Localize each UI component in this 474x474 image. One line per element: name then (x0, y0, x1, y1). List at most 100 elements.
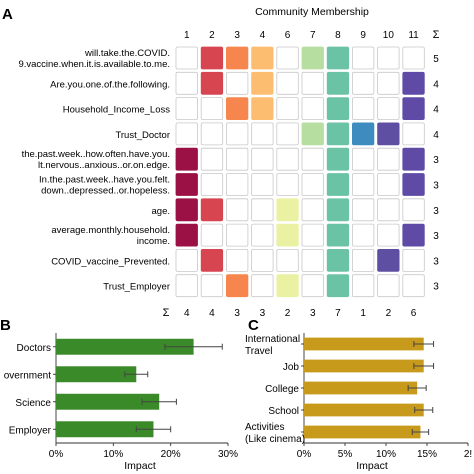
heatmap-cell (351, 122, 375, 146)
row-label: will.take.the.COVID. (84, 48, 170, 59)
heatmap-cell (301, 198, 324, 222)
heatmap-cell (377, 147, 400, 171)
row-label: the.past.week..how.often.have.you. (22, 149, 170, 160)
heatmap-cell (276, 274, 299, 298)
heatmap-panel: A Community Membership 1 2 3 4 6 7 8 9 10 11 will… (2, 6, 440, 319)
heatmap-cell (377, 223, 400, 247)
heatmap-cell (402, 198, 425, 222)
heatmap-cell (301, 97, 324, 120)
heatmap-cell (326, 248, 350, 272)
heatmap-cell (276, 46, 299, 70)
bar (56, 338, 194, 355)
column-sum: 3 (310, 308, 316, 319)
category-label: (Like cinema) (245, 434, 305, 445)
heatmap-cell (225, 71, 249, 95)
heatmap-cell (402, 97, 425, 120)
heatmap-cell (200, 248, 224, 272)
heatmap-cell (200, 274, 224, 298)
heatmap-cell (175, 248, 198, 272)
row-label: In.the.past.week..have.you.felt. (39, 175, 170, 186)
heatmap-cell (301, 223, 324, 247)
heatmap-cell (200, 198, 224, 222)
heatmap-cell (301, 248, 324, 272)
heatmap-cell (301, 147, 324, 171)
heatmap-cell (326, 223, 350, 247)
heatmap-cell (251, 147, 274, 171)
category-label: Travel (245, 346, 272, 357)
column-sum-symbol: Σ (163, 307, 170, 319)
column-sum: 3 (234, 308, 240, 319)
row-label: Trust_Doctor (115, 130, 170, 141)
heatmap-cell (276, 147, 299, 171)
panel-b-letter: B (0, 317, 11, 334)
row-sum: 5 (433, 54, 439, 65)
x-tick-label: 20% (161, 449, 181, 460)
column-sum: 1 (360, 308, 366, 319)
column-label: 10 (383, 30, 395, 41)
row-label: Trust_Employer (103, 282, 170, 293)
row-label: 9.vaccine.when.it.is.available.to.me. (18, 59, 170, 70)
heatmap-cell (402, 274, 425, 298)
heatmap-cell (276, 198, 299, 222)
heatmap-cell (276, 97, 299, 120)
row-sum-symbol: Σ (433, 29, 440, 41)
column-label: 3 (234, 30, 240, 41)
heatmap-cell (351, 198, 375, 222)
x-tick-label: 5% (338, 449, 353, 460)
bar (304, 425, 421, 439)
column-sum: 2 (285, 308, 291, 319)
heatmap-cell (225, 173, 249, 196)
row-sum: 3 (433, 206, 439, 217)
heatmap-cell (351, 173, 375, 196)
bar (304, 381, 418, 395)
heatmap-cell (301, 46, 324, 70)
heatmap-cell (225, 122, 249, 146)
heatmap-cell (301, 122, 324, 146)
heatmap-cell (326, 198, 350, 222)
heatmap-cell (251, 274, 274, 298)
heatmap-cell (276, 122, 299, 146)
column-label: 6 (285, 30, 291, 41)
heatmap-cell (175, 46, 198, 70)
heatmap-cell (402, 46, 425, 70)
heatmap-cell (351, 223, 375, 247)
heatmap-cell (200, 97, 224, 120)
heatmap-cell (402, 71, 425, 95)
heatmap-cell (301, 274, 324, 298)
column-label: 2 (209, 30, 215, 41)
heatmap-cell (251, 173, 274, 196)
heatmap-cell (402, 223, 425, 247)
heatmap-cell (351, 46, 375, 70)
heatmap-cell (351, 147, 375, 171)
heatmap-cell (200, 223, 224, 247)
heatmap-cell (200, 71, 224, 95)
heatmap-cell (377, 274, 400, 298)
heatmap-cell (402, 147, 425, 171)
heatmap-cell (175, 223, 198, 247)
row-label: down..depressed..or.hopeless. (41, 186, 170, 197)
column-sum: 3 (260, 308, 266, 319)
heatmap-cell (326, 274, 350, 298)
heatmap-cell (402, 248, 425, 272)
column-sum: 7 (335, 308, 341, 319)
panel-a-letter: A (2, 6, 13, 23)
x-tick-label: 0% (49, 449, 64, 460)
heatmap-cell (326, 122, 350, 146)
heatmap-cell (251, 122, 274, 146)
column-label: 7 (310, 30, 316, 41)
category-label: Science (15, 398, 51, 409)
heatmap-cell (200, 173, 224, 196)
category-label: School (268, 406, 299, 417)
column-label: 4 (260, 30, 266, 41)
heatmap-cell (377, 46, 400, 70)
heatmap-cell (225, 147, 249, 171)
row-label: Household_Income_Loss (63, 105, 170, 116)
row-sum: 3 (433, 181, 439, 192)
row-label: lt.nervous..anxious..or.on.edge. (38, 160, 170, 171)
category-label: Job (283, 362, 300, 373)
heatmap-cell (276, 71, 299, 95)
category-label: College (265, 384, 299, 395)
heatmap-cell (200, 46, 224, 70)
category-label: International (245, 334, 300, 345)
column-sum: 4 (209, 308, 215, 319)
